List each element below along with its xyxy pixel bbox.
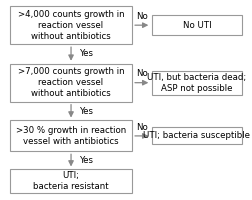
Text: Yes: Yes — [80, 107, 93, 116]
Text: No UTI: No UTI — [183, 21, 211, 30]
Text: >7,000 counts growth in
reaction vessel
without antibiotics: >7,000 counts growth in reaction vessel … — [18, 67, 124, 98]
Text: UTI, but bacteria dead;
ASP not possible: UTI, but bacteria dead; ASP not possible — [147, 73, 246, 93]
Text: No: No — [136, 69, 148, 78]
Text: UTI;
bacteria resistant: UTI; bacteria resistant — [33, 171, 109, 191]
FancyBboxPatch shape — [10, 120, 132, 151]
Text: Yes: Yes — [80, 49, 93, 58]
Text: >30 % growth in reaction
vessel with antibiotics: >30 % growth in reaction vessel with ant… — [16, 126, 126, 146]
FancyBboxPatch shape — [10, 169, 132, 193]
FancyBboxPatch shape — [152, 127, 242, 144]
Text: >4,000 counts growth in
reaction vessel
without antibiotics: >4,000 counts growth in reaction vessel … — [18, 10, 124, 41]
Text: UTI; bacteria susceptible: UTI; bacteria susceptible — [143, 131, 250, 140]
FancyBboxPatch shape — [152, 71, 242, 95]
FancyBboxPatch shape — [10, 6, 132, 44]
FancyBboxPatch shape — [10, 64, 132, 102]
Text: No: No — [136, 123, 148, 132]
Text: No: No — [136, 12, 148, 21]
FancyBboxPatch shape — [152, 15, 242, 35]
Text: Yes: Yes — [80, 156, 93, 165]
